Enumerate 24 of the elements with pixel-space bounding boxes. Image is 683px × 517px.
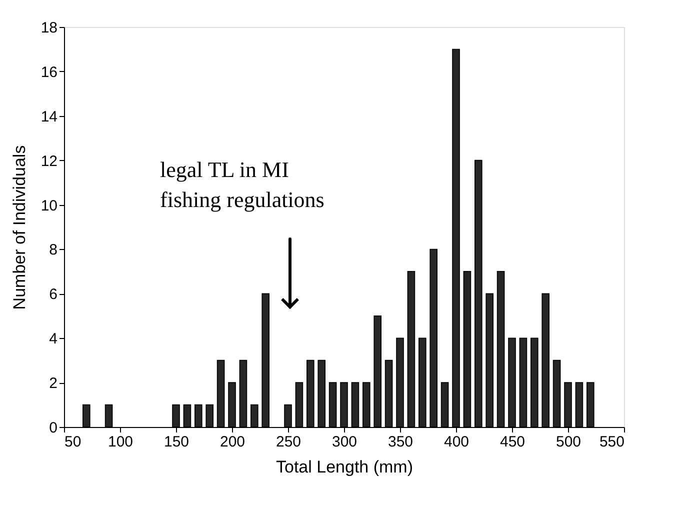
y-tick-label: 8 bbox=[49, 242, 58, 259]
y-tick-label: 12 bbox=[40, 152, 58, 170]
y-tick-label: 2 bbox=[49, 375, 58, 392]
y-tick-label: 16 bbox=[40, 64, 58, 81]
y-tick-label: 4 bbox=[49, 330, 58, 348]
y-tick-label: 0 bbox=[49, 420, 58, 436]
x-tick-label: 500 bbox=[556, 434, 582, 450]
y-tick-label: 6 bbox=[49, 286, 58, 304]
y-axis-title: Number of Individuals bbox=[10, 145, 29, 310]
x-tick-label: 400 bbox=[444, 434, 470, 450]
x-tick-label: 250 bbox=[276, 434, 302, 450]
y-tick-label: 18 bbox=[40, 20, 58, 36]
y-tick-label: 14 bbox=[40, 108, 58, 126]
x-tick-label: 550 bbox=[599, 434, 624, 450]
x-tick-label: 50 bbox=[64, 434, 82, 450]
x-tick-label: 200 bbox=[220, 434, 246, 450]
x-tick-label: 350 bbox=[388, 434, 414, 450]
y-tick-label: 10 bbox=[40, 197, 58, 214]
annotation: legal TL in MI fishing regulations bbox=[160, 157, 324, 212]
x-tick-label: 100 bbox=[108, 434, 134, 450]
x-axis-title: Total Length (mm) bbox=[276, 458, 413, 476]
x-tick-label: 300 bbox=[332, 434, 358, 450]
x-tick-label: 450 bbox=[500, 434, 526, 450]
x-tick-label: 150 bbox=[164, 434, 190, 450]
